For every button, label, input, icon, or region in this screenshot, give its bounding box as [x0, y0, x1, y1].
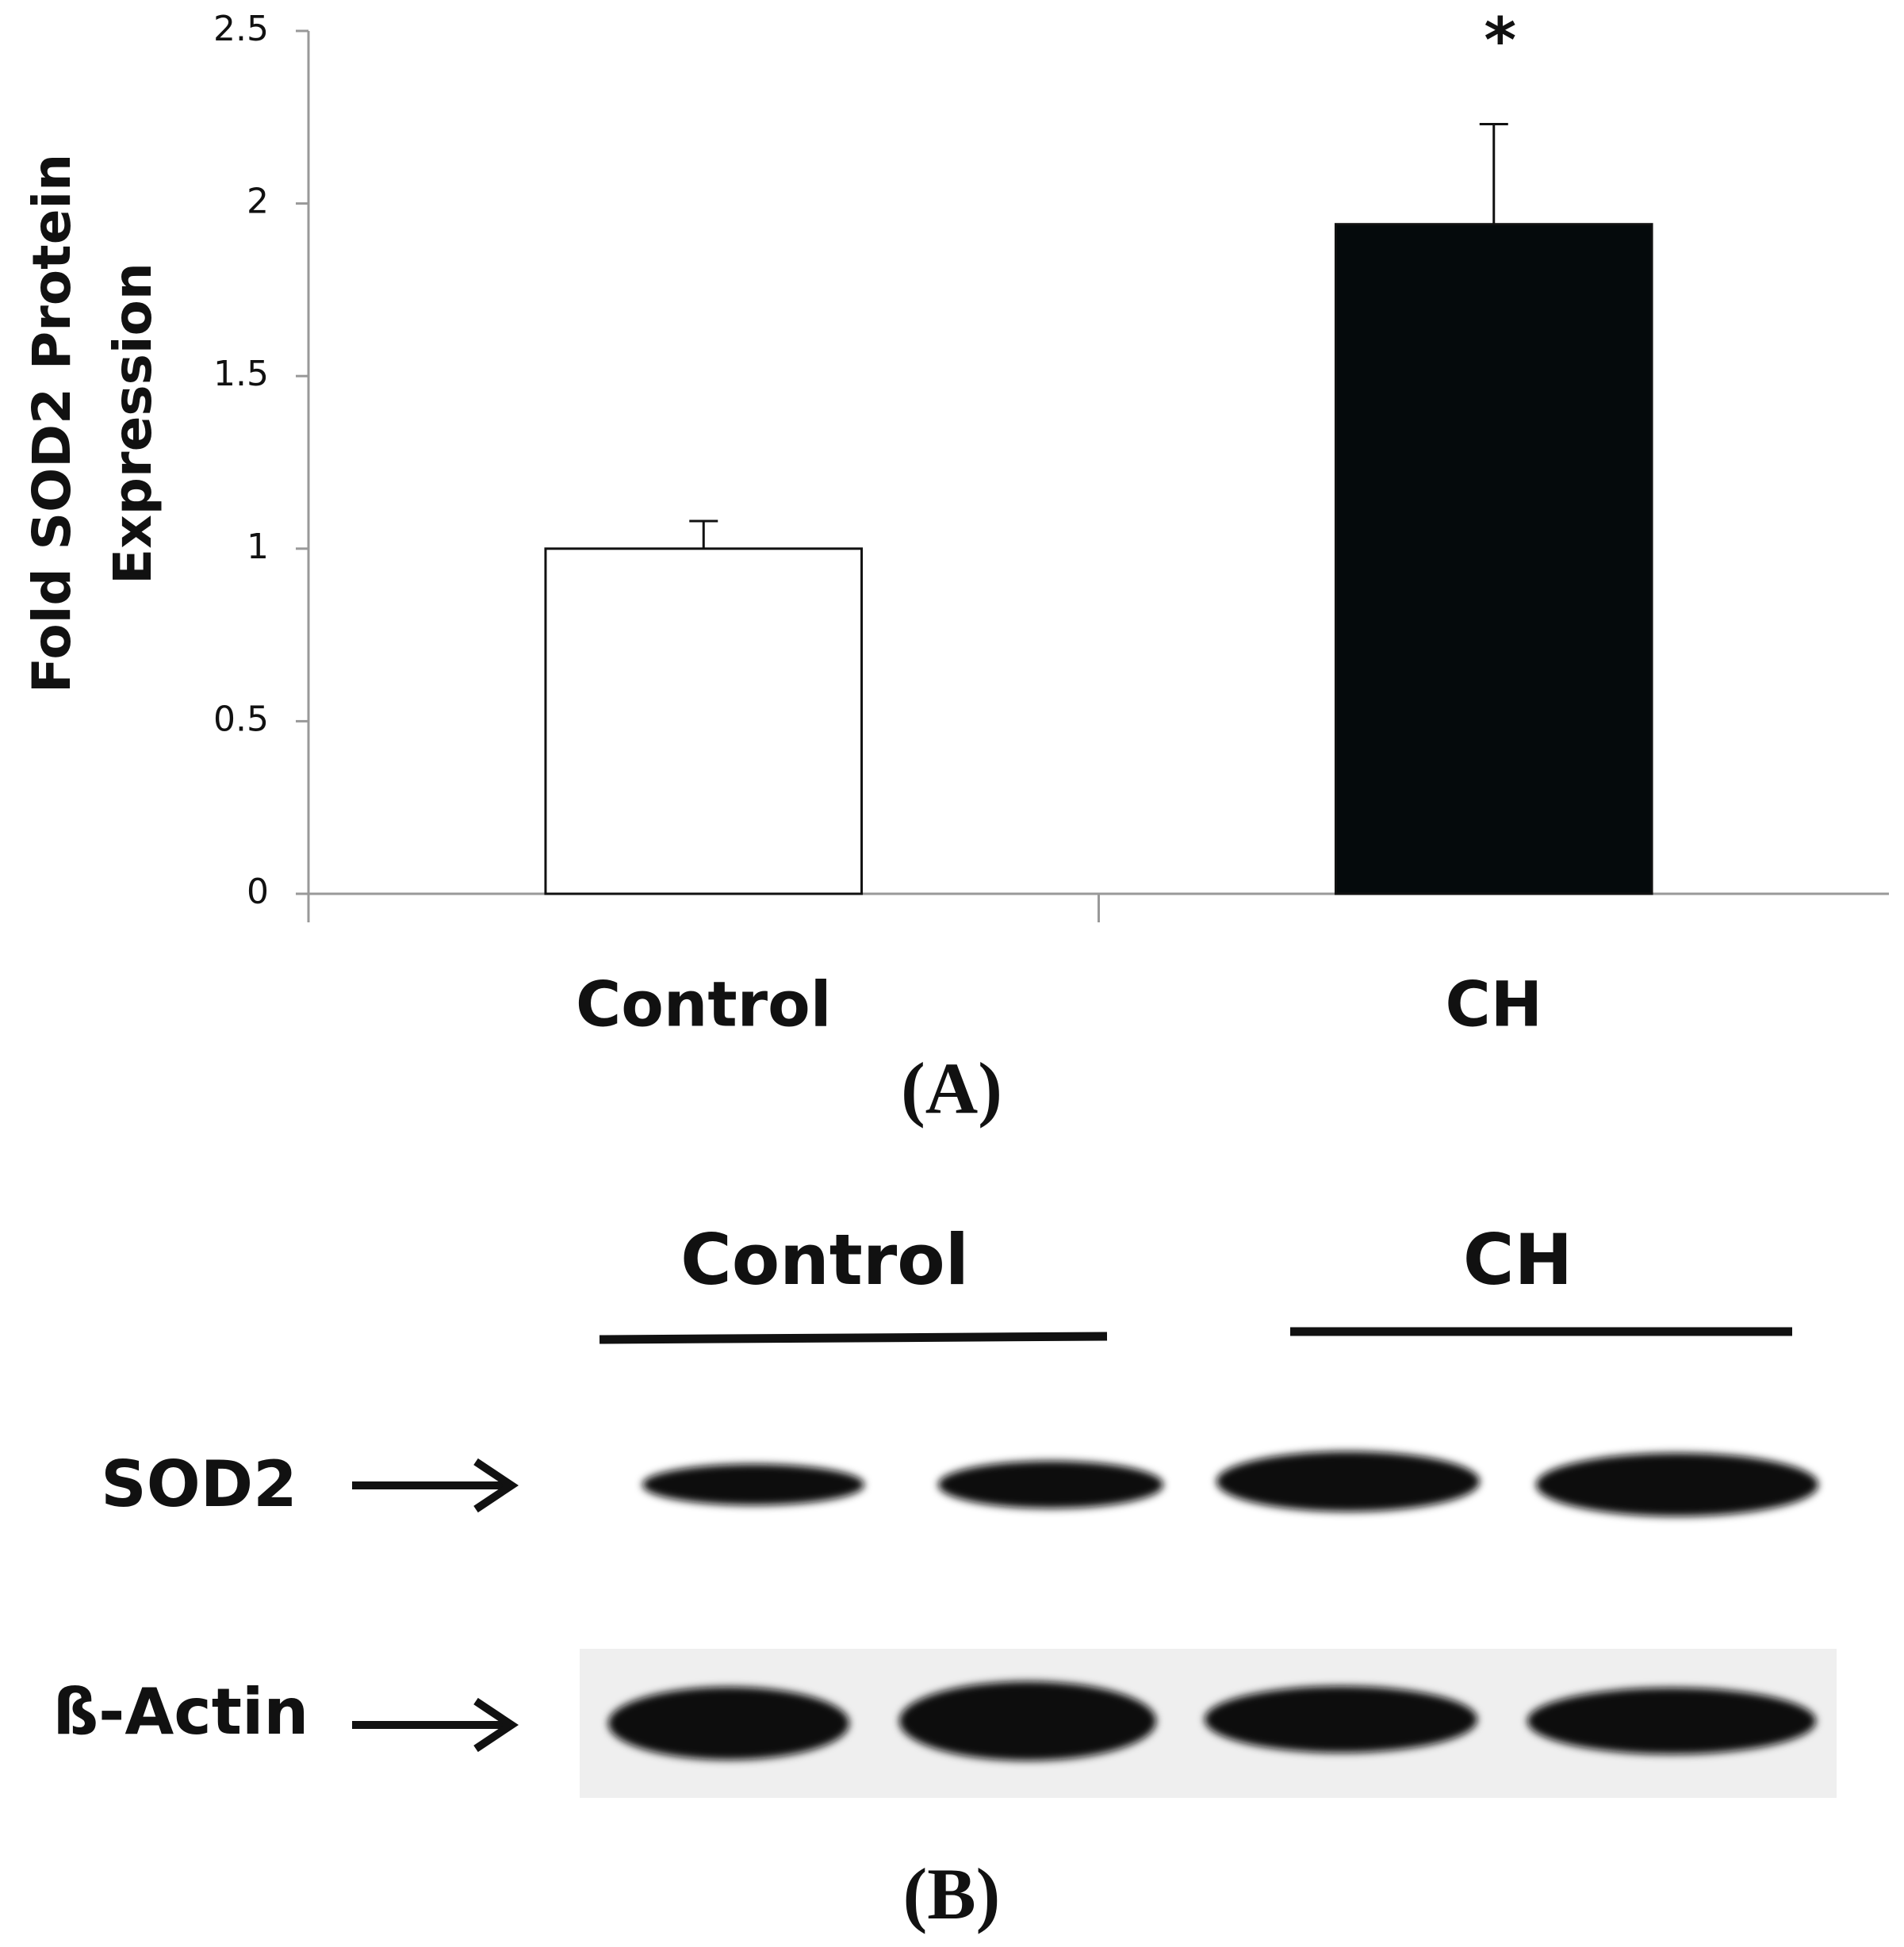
significance-marker: *	[1484, 6, 1516, 77]
error-bar	[689, 519, 718, 549]
y-tick-label: 1.5	[213, 354, 269, 394]
blot-group-label: CH	[1463, 1219, 1573, 1301]
arrow	[352, 1458, 519, 1753]
panel-label: (A)	[901, 1048, 1002, 1129]
y-tick-label: 0.5	[213, 699, 269, 739]
western-blot: Control CH SOD2 ß-Actin (B)	[53, 1219, 1837, 1934]
y-axis-label: Fold SOD2 Protein	[21, 154, 82, 693]
panel-label: (B)	[903, 1853, 1001, 1934]
bar	[544, 547, 864, 895]
y-tick-label: 1	[247, 527, 269, 567]
y-tick-label: 0	[247, 872, 269, 912]
blot-row-label: ß-Actin	[53, 1675, 309, 1749]
y-axis-label: Expression	[102, 263, 163, 584]
error-bar	[1479, 123, 1508, 224]
sod2-bands	[642, 1451, 1818, 1516]
actin-bands	[608, 1681, 1816, 1761]
bar	[1334, 223, 1653, 895]
x-tick-label: CH	[1445, 969, 1542, 1041]
group-bar	[599, 1332, 1108, 1344]
y-tick-label: 2.5	[213, 9, 269, 49]
blot-group-label: Control	[680, 1219, 969, 1301]
blot-row-label: SOD2	[101, 1447, 297, 1521]
x-tick-label: Control	[576, 969, 831, 1041]
y-tick-label: 2	[247, 182, 269, 222]
